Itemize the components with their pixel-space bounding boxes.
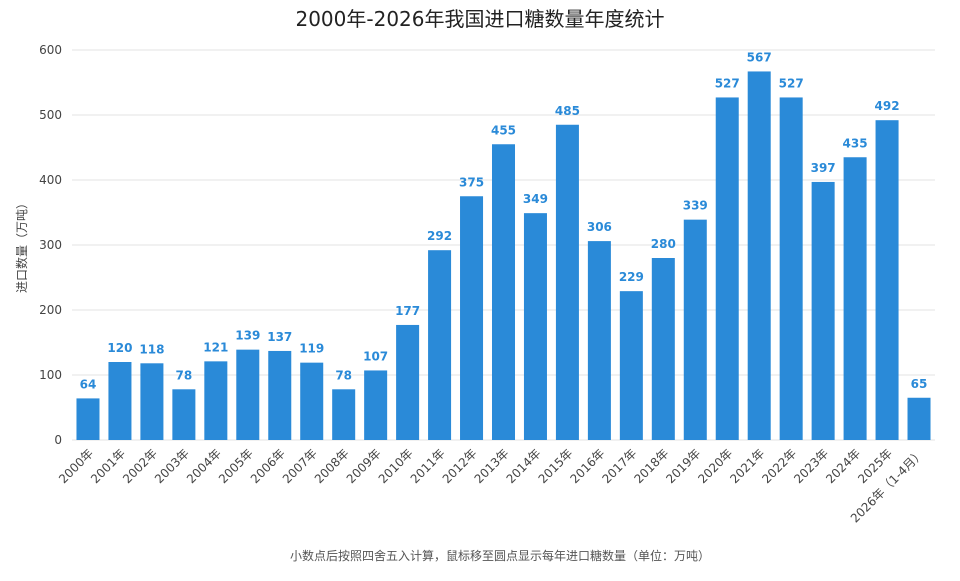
y-axis-ticks: 0 100 200 300 400 500 600: [39, 43, 62, 447]
bar[interactable]: [172, 389, 196, 440]
y-tick-label: 100: [39, 368, 62, 382]
bar[interactable]: [300, 362, 324, 440]
bar[interactable]: [747, 71, 771, 440]
value-labels: 64 120 118 78 121 139 137 119 78 107 177 292 375 455 3…: [80, 50, 928, 391]
x-tick-label: 2002年: [120, 446, 160, 486]
x-tick-label: 2009年: [344, 446, 384, 486]
chart-title: 2000年-2026年我国进口糖数量年度统计: [295, 7, 664, 31]
value-label: 177: [395, 304, 420, 318]
x-tick-label: 2024年: [823, 446, 863, 486]
value-label: 119: [299, 342, 324, 356]
value-label: 65: [911, 377, 928, 391]
x-tick-label: 2018年: [631, 446, 671, 486]
x-tick-label: 2005年: [216, 446, 256, 486]
x-tick-label: 2022年: [759, 446, 799, 486]
y-tick-label: 300: [39, 238, 62, 252]
x-tick-label: 2006年: [248, 446, 288, 486]
x-tick-label: 2017年: [599, 446, 639, 486]
bar[interactable]: [76, 398, 100, 440]
x-tick-label: 2013年: [472, 446, 512, 486]
bar[interactable]: [491, 144, 516, 440]
bar[interactable]: [140, 363, 164, 440]
value-label: 121: [203, 340, 228, 354]
value-label: 455: [491, 123, 516, 137]
value-label: 78: [335, 368, 352, 382]
bar[interactable]: [332, 389, 356, 440]
x-tick-label: 2010年: [376, 446, 416, 486]
bar[interactable]: [619, 291, 643, 440]
y-tick-label: 0: [54, 433, 62, 447]
value-label: 485: [555, 104, 580, 118]
bar[interactable]: [364, 370, 388, 440]
bars: [76, 71, 931, 440]
x-tick-label: 2011年: [408, 446, 448, 486]
x-tick-label: 2015年: [536, 446, 576, 486]
chart-footnote: 小数点后按照四舍五入计算，鼠标移至圆点显示每年进口糖数量（单位：万吨）: [290, 548, 710, 563]
x-tick-label: 2003年: [152, 446, 192, 486]
bar[interactable]: [428, 250, 452, 440]
value-label: 229: [619, 270, 644, 284]
bar[interactable]: [715, 97, 739, 440]
value-label: 107: [363, 349, 388, 363]
y-axis-label: 进口数量（万吨）: [14, 197, 29, 293]
y-tick-label: 400: [39, 173, 62, 187]
bar[interactable]: [204, 361, 228, 440]
y-tick-label: 200: [39, 303, 62, 317]
x-tick-label: 2004年: [184, 446, 224, 486]
bar[interactable]: [811, 181, 835, 440]
y-tick-label: 500: [39, 108, 62, 122]
x-tick-label: 2012年: [440, 446, 480, 486]
bar[interactable]: [779, 97, 803, 440]
bar[interactable]: [460, 196, 484, 440]
value-label: 435: [843, 136, 868, 150]
value-label: 64: [80, 377, 97, 391]
value-label: 78: [176, 368, 193, 382]
value-label: 139: [235, 329, 260, 343]
value-label: 397: [811, 161, 836, 175]
bar[interactable]: [587, 241, 611, 440]
bar[interactable]: [236, 349, 260, 440]
bar[interactable]: [683, 219, 707, 440]
value-label: 118: [139, 342, 164, 356]
value-label: 567: [747, 50, 772, 64]
x-tick-label: 2023年: [791, 446, 831, 486]
bar[interactable]: [651, 258, 675, 440]
y-tick-label: 600: [39, 43, 62, 57]
bar[interactable]: [268, 350, 292, 440]
x-tick-label: 2020年: [695, 446, 735, 486]
x-tick-label: 2021年: [727, 446, 767, 486]
value-label: 280: [651, 237, 676, 251]
bar[interactable]: [907, 397, 931, 440]
value-label: 492: [875, 99, 900, 113]
x-tick-label: 2016年: [568, 446, 608, 486]
bar[interactable]: [843, 157, 867, 440]
value-label: 306: [587, 220, 612, 234]
bar[interactable]: [396, 324, 420, 440]
bar[interactable]: [875, 120, 899, 440]
value-label: 349: [523, 192, 548, 206]
x-tick-label: 2007年: [280, 446, 320, 486]
value-label: 527: [715, 76, 740, 90]
x-tick-label: 2000年: [56, 446, 96, 486]
value-label: 527: [779, 76, 804, 90]
value-label: 292: [427, 229, 452, 243]
x-tick-label: 2008年: [312, 446, 352, 486]
x-tick-label: 2001年: [88, 446, 128, 486]
value-label: 137: [267, 330, 292, 344]
bar[interactable]: [555, 124, 579, 440]
x-axis-ticks: 2000年2001年2002年2003年2004年2005年2006年2007年…: [56, 446, 927, 525]
value-label: 339: [683, 199, 708, 213]
x-tick-label: 2014年: [504, 446, 544, 486]
value-label: 120: [107, 341, 132, 355]
x-tick-label: 2019年: [663, 446, 703, 486]
value-label: 375: [459, 175, 484, 189]
bar[interactable]: [523, 213, 547, 440]
bar[interactable]: [108, 362, 132, 440]
